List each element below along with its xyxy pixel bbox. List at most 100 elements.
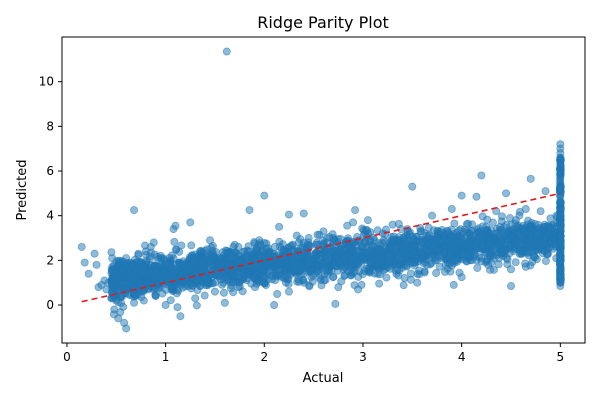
data-point <box>203 245 212 254</box>
data-point <box>132 258 141 267</box>
data-point <box>252 244 261 253</box>
y-axis: 0 2 4 6 8 10 <box>39 75 62 312</box>
data-point <box>206 236 215 245</box>
data-point <box>472 192 481 201</box>
data-point <box>526 231 535 240</box>
data-point <box>104 278 113 287</box>
data-point <box>432 234 441 243</box>
data-point <box>167 269 176 278</box>
data-point <box>294 238 303 247</box>
data-point <box>354 285 363 294</box>
data-point <box>225 267 234 276</box>
data-point <box>299 263 308 272</box>
data-point <box>408 182 417 191</box>
data-point <box>161 301 170 310</box>
data-point <box>287 241 296 250</box>
data-point <box>321 276 330 285</box>
data-point <box>398 247 407 256</box>
data-point <box>457 273 466 282</box>
data-point <box>368 242 377 251</box>
data-point <box>357 243 366 252</box>
parity-line <box>81 192 561 303</box>
data-point <box>497 245 506 254</box>
data-point <box>149 238 158 247</box>
data-point <box>516 249 525 258</box>
data-point <box>546 225 555 234</box>
data-point <box>130 206 139 215</box>
data-point <box>541 257 550 266</box>
data-point <box>327 266 336 275</box>
data-point <box>530 220 539 229</box>
data-point <box>188 258 197 267</box>
data-point <box>107 248 116 257</box>
data-point <box>445 259 454 268</box>
data-point <box>390 258 399 267</box>
data-point <box>92 260 101 269</box>
data-point <box>531 240 540 249</box>
x-axis: 0 1 2 3 4 5 <box>63 343 564 364</box>
y-tick-label: 4 <box>46 209 54 223</box>
data-point <box>482 222 491 231</box>
data-point <box>298 252 307 261</box>
data-point <box>114 314 123 323</box>
data-point <box>533 230 542 239</box>
data-point <box>251 261 260 270</box>
data-point <box>281 265 290 274</box>
data-point <box>473 263 482 272</box>
data-point <box>441 267 450 276</box>
data-point <box>250 271 259 280</box>
data-point <box>247 250 256 259</box>
data-point <box>270 301 279 310</box>
data-point <box>201 274 210 283</box>
data-point <box>502 189 511 198</box>
data-point <box>428 211 437 220</box>
data-point <box>313 230 322 239</box>
data-point <box>518 224 527 233</box>
data-point <box>108 267 117 276</box>
data-point <box>383 251 392 260</box>
data-point <box>477 171 486 180</box>
data-point <box>176 312 185 321</box>
data-point <box>442 227 451 236</box>
data-point <box>485 240 494 249</box>
data-point <box>526 174 535 183</box>
data-point <box>143 278 152 287</box>
data-point <box>464 219 473 228</box>
data-point <box>214 260 223 269</box>
data-point <box>365 266 374 275</box>
data-point <box>413 278 422 287</box>
data-point <box>284 210 293 219</box>
data-point <box>423 260 432 269</box>
x-tick-label: 4 <box>458 350 466 364</box>
y-tick-label: 8 <box>46 119 54 133</box>
data-point <box>239 268 248 277</box>
data-point <box>429 240 438 249</box>
data-point <box>141 247 150 256</box>
data-point <box>556 198 565 207</box>
data-point <box>494 260 503 269</box>
y-tick-label: 2 <box>46 253 54 267</box>
data-point <box>270 242 279 251</box>
data-point <box>478 233 487 242</box>
y-axis-label: Predicted <box>15 159 30 220</box>
data-point <box>556 204 565 213</box>
data-point <box>556 231 565 240</box>
data-point <box>173 303 182 312</box>
data-point <box>556 218 565 227</box>
data-point <box>351 206 360 215</box>
data-point <box>166 296 175 305</box>
data-point <box>118 265 127 274</box>
data-point <box>177 241 186 250</box>
data-point <box>156 251 165 260</box>
data-point <box>382 261 391 270</box>
data-point <box>215 254 224 263</box>
data-point <box>136 269 145 278</box>
data-point <box>358 254 367 263</box>
data-point <box>309 269 318 278</box>
x-axis-label: Actual <box>303 371 344 386</box>
data-point <box>292 231 301 240</box>
data-point <box>367 259 376 268</box>
data-point <box>511 258 520 267</box>
data-point <box>84 269 93 278</box>
x-tick-label: 0 <box>63 350 71 364</box>
